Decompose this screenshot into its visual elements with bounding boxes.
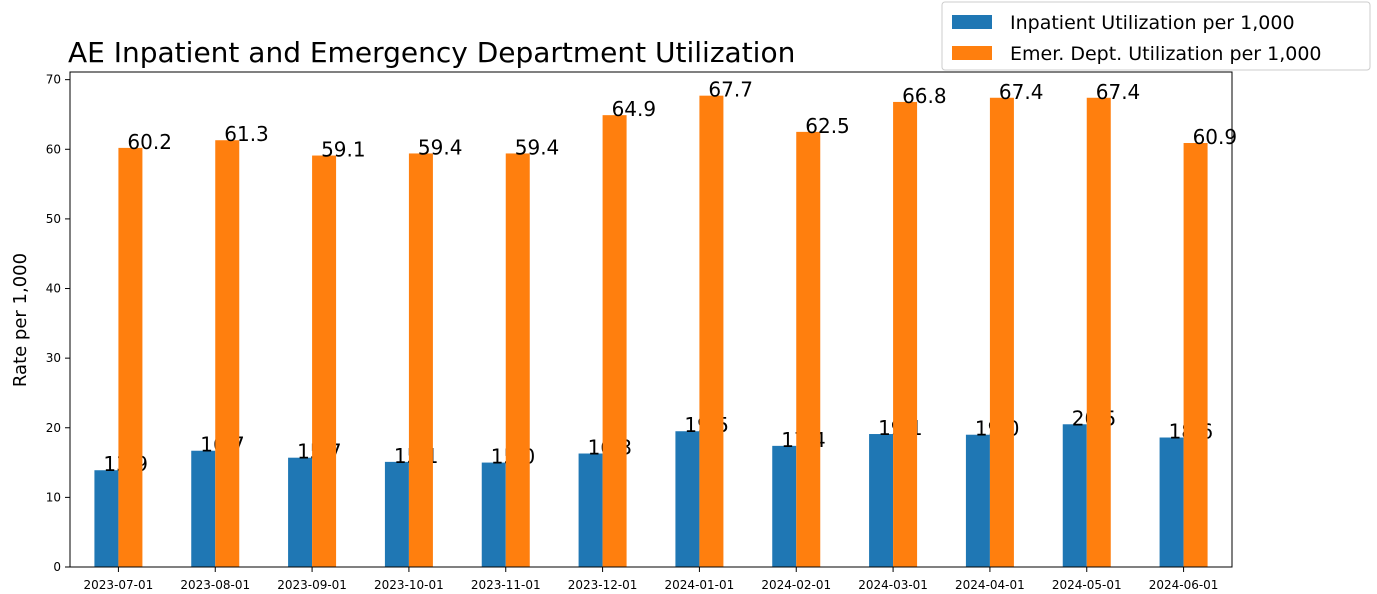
value-label: 67.4 <box>1096 80 1141 104</box>
bar <box>1086 97 1111 567</box>
legend-label: Inpatient Utilization per 1,000 <box>1010 12 1295 34</box>
bar <box>869 434 894 567</box>
value-label: 61.3 <box>224 122 269 146</box>
y-tick-label: 10 <box>46 490 61 504</box>
y-tick-label: 40 <box>46 282 61 296</box>
x-tick-label: 2023-10-01 <box>374 578 444 592</box>
y-tick-label: 70 <box>46 73 61 87</box>
bar <box>1159 437 1184 567</box>
y-tick-label: 50 <box>46 212 61 226</box>
y-tick-label: 20 <box>46 421 61 435</box>
x-tick-label: 2024-01-01 <box>665 578 735 592</box>
bar <box>796 131 821 567</box>
value-label: 66.8 <box>902 84 947 108</box>
bar <box>312 155 337 567</box>
x-tick-label: 2024-06-01 <box>1149 578 1219 592</box>
bar <box>772 445 797 567</box>
bar <box>602 115 627 568</box>
x-tick-label: 2024-03-01 <box>858 578 928 592</box>
bar <box>481 462 506 567</box>
value-label: 59.4 <box>515 135 560 159</box>
bar <box>94 470 119 567</box>
bar <box>408 153 433 568</box>
value-label: 60.9 <box>1193 125 1238 149</box>
bar <box>1183 143 1208 567</box>
x-tick-label: 2023-12-01 <box>568 578 638 592</box>
legend-box <box>941 1 1371 71</box>
chart-title: AE Inpatient and Emergency Department Ut… <box>68 36 795 69</box>
value-label: 60.2 <box>127 130 172 154</box>
bar <box>675 431 700 567</box>
bar <box>699 95 724 567</box>
x-tick-label: 2023-11-01 <box>471 578 541 592</box>
y-tick-label: 30 <box>46 351 61 365</box>
y-axis-label: Rate per 1,000 <box>10 253 31 387</box>
bar <box>288 457 313 567</box>
x-tick-label: 2023-09-01 <box>277 578 347 592</box>
bar <box>1062 424 1087 567</box>
value-label: 62.5 <box>805 114 850 138</box>
legend-label: Emer. Dept. Utilization per 1,000 <box>1010 43 1322 65</box>
value-label: 59.1 <box>321 138 366 162</box>
x-tick-label: 2024-04-01 <box>955 578 1025 592</box>
bar <box>191 450 216 567</box>
bar <box>578 453 603 567</box>
y-tick-label: 60 <box>46 142 61 156</box>
legend-swatch <box>952 46 992 60</box>
bar <box>989 97 1014 567</box>
y-tick-label: 0 <box>53 560 61 574</box>
value-label: 67.4 <box>999 80 1044 104</box>
bar <box>893 101 918 567</box>
bar <box>505 153 530 568</box>
bar <box>384 461 409 567</box>
x-tick-label: 2023-08-01 <box>180 578 250 592</box>
legend-swatch <box>952 15 992 29</box>
value-label: 64.9 <box>612 97 657 121</box>
value-label: 59.4 <box>418 135 463 159</box>
x-tick-label: 2023-07-01 <box>84 578 154 592</box>
plot-frame <box>69 71 1233 568</box>
x-tick-label: 2024-05-01 <box>1052 578 1122 592</box>
bar <box>118 147 143 567</box>
value-label: 67.7 <box>708 78 753 102</box>
bar <box>215 140 240 567</box>
bar <box>965 434 990 567</box>
x-tick-label: 2024-02-01 <box>761 578 831 592</box>
